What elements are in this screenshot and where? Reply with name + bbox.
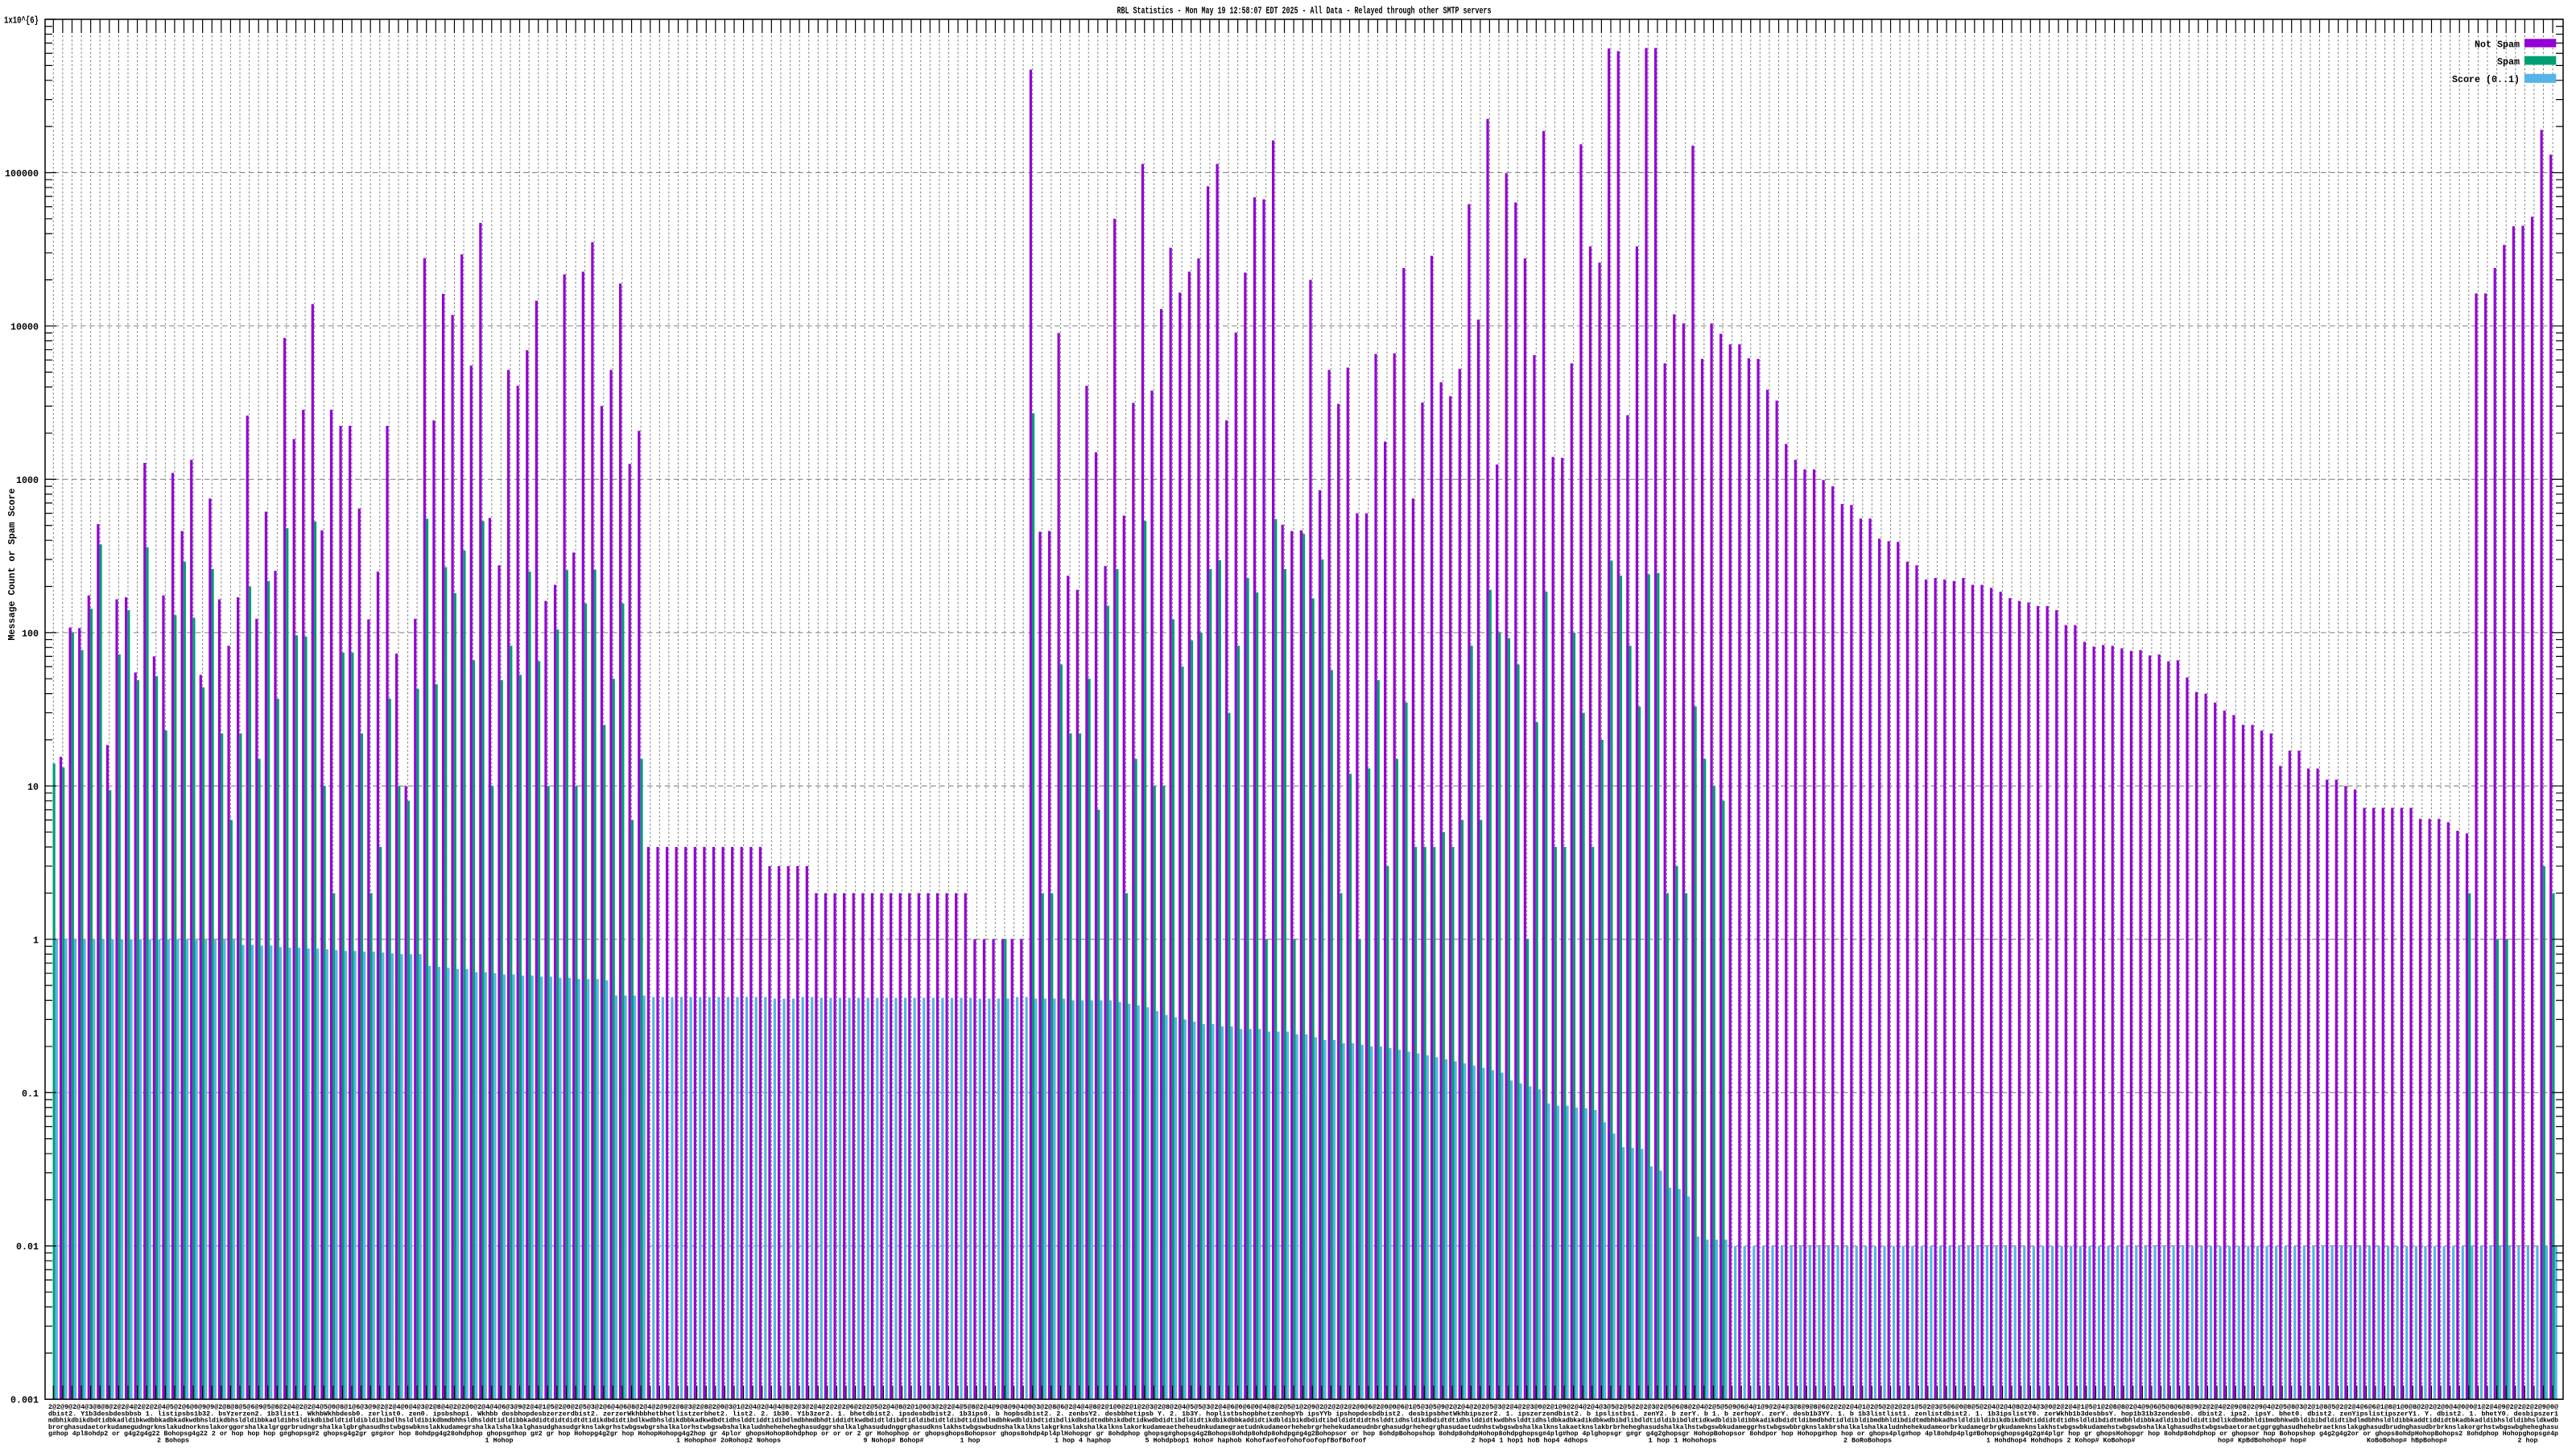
svg-text:g#hop 4pl8ohdp2 or g4g2g4g22 B: g#hop 4pl8ohdp2 or g4g2g4g22 Bohopsg4g22… [48, 1430, 2558, 1438]
svg-text:1 Hohop: 1 Hohop [485, 1437, 514, 1445]
svg-text:dbist2. Y1b3desbdesbbsb 1. lis: dbist2. Y1b3desbdesbbsb 1. listipsbs1b32… [48, 1410, 2558, 1418]
svg-text:1x10^{6}: 1x10^{6} [4, 15, 39, 27]
svg-text:1000: 1000 [16, 475, 39, 486]
svg-text:1 Hohdhop4 Hohdhops 2 Kohop# K: 1 Hohdhop4 Hohdhops 2 Kohop# KoBohop# [1987, 1437, 2136, 1445]
svg-text:2 Bohops: 2 Bohops [157, 1437, 189, 1445]
svg-text:RBL Statistics - Mon May 19 12: RBL Statistics - Mon May 19 12:58:07 EDT… [1117, 6, 1492, 17]
svg-text:KoBoBohop# hBpBohop#: KoBoBohop# hBpBohop# [2367, 1437, 2447, 1445]
svg-text:1 hop: 1 hop [960, 1437, 980, 1445]
svg-text:0.01: 0.01 [16, 1241, 39, 1253]
svg-text:5 Hohdpbop1 Hoho# haphob Kohof: 5 Hohdpbop1 Hoho# haphob Kohofaofeofohof… [1146, 1437, 1367, 1445]
svg-text:10000: 10000 [10, 321, 39, 332]
svg-text:1: 1 [33, 935, 39, 946]
svg-text:2@2@9@2@4@3@8@8@2@2@4@2@2@2@4@: 2@2@9@2@4@3@8@8@2@2@4@2@2@2@4@5@2@6@0@9@… [48, 1403, 2558, 1411]
svg-text:0.001: 0.001 [10, 1395, 39, 1406]
svg-text:0.1: 0.1 [22, 1088, 39, 1100]
svg-text:Not Spam: Not Spam [2475, 39, 2520, 51]
svg-text:hop# KpBdBohohop# hop#: hop# KpBdBohohop# hop# [2218, 1437, 2306, 1445]
svg-text:1 hop 1 Hohohops: 1 hop 1 Hohohops [1649, 1437, 1717, 1445]
svg-text:mdbhikdbikdbdtidbkadldibkwdbbk: mdbhikdbikdbdtidbkadldibkwdbbkadbkadkwdb… [48, 1417, 2558, 1425]
svg-text:2 hop4 1 hop1 hoB hop4 4dhops: 2 hop4 1 hop1 hoB hop4 4dhops [1472, 1437, 1588, 1445]
svg-text:brorghasudaetorkudamegudngrkns: brorghasudaetorkudamegudngrknslakudnorkn… [48, 1423, 2558, 1431]
svg-text:1 Hohopho# 2oRohop2 Nohops: 1 Hohopho# 2oRohop2 Nohops [676, 1437, 781, 1445]
svg-text:Message Count or Spam Score: Message Count or Spam Score [6, 489, 18, 641]
svg-text:1 hop 4 haphop: 1 hop 4 haphop [1055, 1437, 1111, 1445]
svg-text:100000: 100000 [5, 168, 39, 180]
svg-text:10: 10 [27, 782, 39, 793]
svg-text:100: 100 [22, 628, 39, 639]
svg-text:2 BoRoBohops: 2 BoRoBohops [1843, 1437, 1892, 1445]
svg-text:2 hop: 2 hop [2518, 1437, 2538, 1445]
svg-text:Spam: Spam [2497, 56, 2520, 68]
svg-text:Score (0..1): Score (0..1) [2452, 74, 2520, 85]
svg-text:9 Nohop# Bohop#: 9 Nohop# Bohop# [864, 1437, 924, 1445]
